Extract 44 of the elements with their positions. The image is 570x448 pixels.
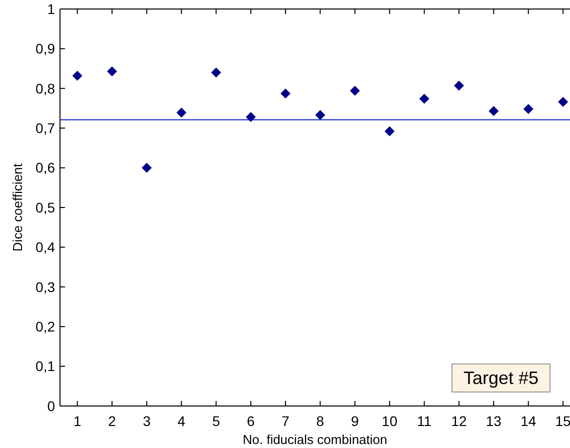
- x-tick-label: 2: [108, 413, 116, 429]
- y-tick-label: 0,4: [36, 239, 56, 256]
- y-tick-label: 0,3: [36, 278, 56, 295]
- point: [350, 86, 360, 96]
- x-tick-label: 15: [555, 413, 570, 429]
- y-tick-label: 1: [47, 0, 56, 17]
- annotation: Target #5: [463, 368, 539, 388]
- x-tick-label: 6: [246, 413, 255, 429]
- point: [488, 106, 499, 116]
- x-tick-label: 11: [417, 413, 432, 429]
- y-tick-label: 0,5: [36, 199, 56, 216]
- point: [176, 108, 186, 118]
- y-tick-label: 0,9: [36, 40, 56, 57]
- x-tick-label: 4: [178, 413, 186, 429]
- point: [142, 162, 152, 173]
- point: [246, 112, 256, 122]
- point: [384, 126, 395, 136]
- x-tick-label: 10: [382, 413, 398, 429]
- y-tick-label: 0,2: [36, 318, 56, 334]
- point: [523, 104, 534, 114]
- x-tick-label: 3: [142, 413, 151, 429]
- point: [315, 110, 326, 120]
- point: [280, 88, 291, 99]
- y-tick-label: 0,6: [36, 160, 56, 176]
- point: [107, 66, 118, 76]
- y-tick-label: 0,7: [36, 120, 56, 136]
- point: [454, 80, 464, 91]
- x-tick-label: 9: [351, 413, 359, 429]
- point: [558, 96, 568, 107]
- point: [72, 70, 82, 81]
- x-tick-label: 12: [451, 413, 467, 429]
- x-tick-label: 14: [520, 413, 536, 429]
- x-axis-title: No. fiducials combination: [242, 432, 388, 447]
- y-tick-label: 0: [47, 398, 56, 414]
- x-tick-label: 7: [282, 413, 290, 429]
- x-tick-label: 1: [73, 413, 82, 429]
- x-tick-label: 8: [316, 413, 324, 429]
- y-axis-title: Dice coefficient: [10, 163, 25, 252]
- y-tick-label: 0,8: [36, 80, 56, 96]
- x-tick-label: 13: [486, 413, 502, 429]
- point: [419, 94, 430, 104]
- y-tick-label: 0,1: [36, 358, 56, 374]
- point: [211, 68, 222, 78]
- x-tick-label: 5: [212, 413, 220, 429]
